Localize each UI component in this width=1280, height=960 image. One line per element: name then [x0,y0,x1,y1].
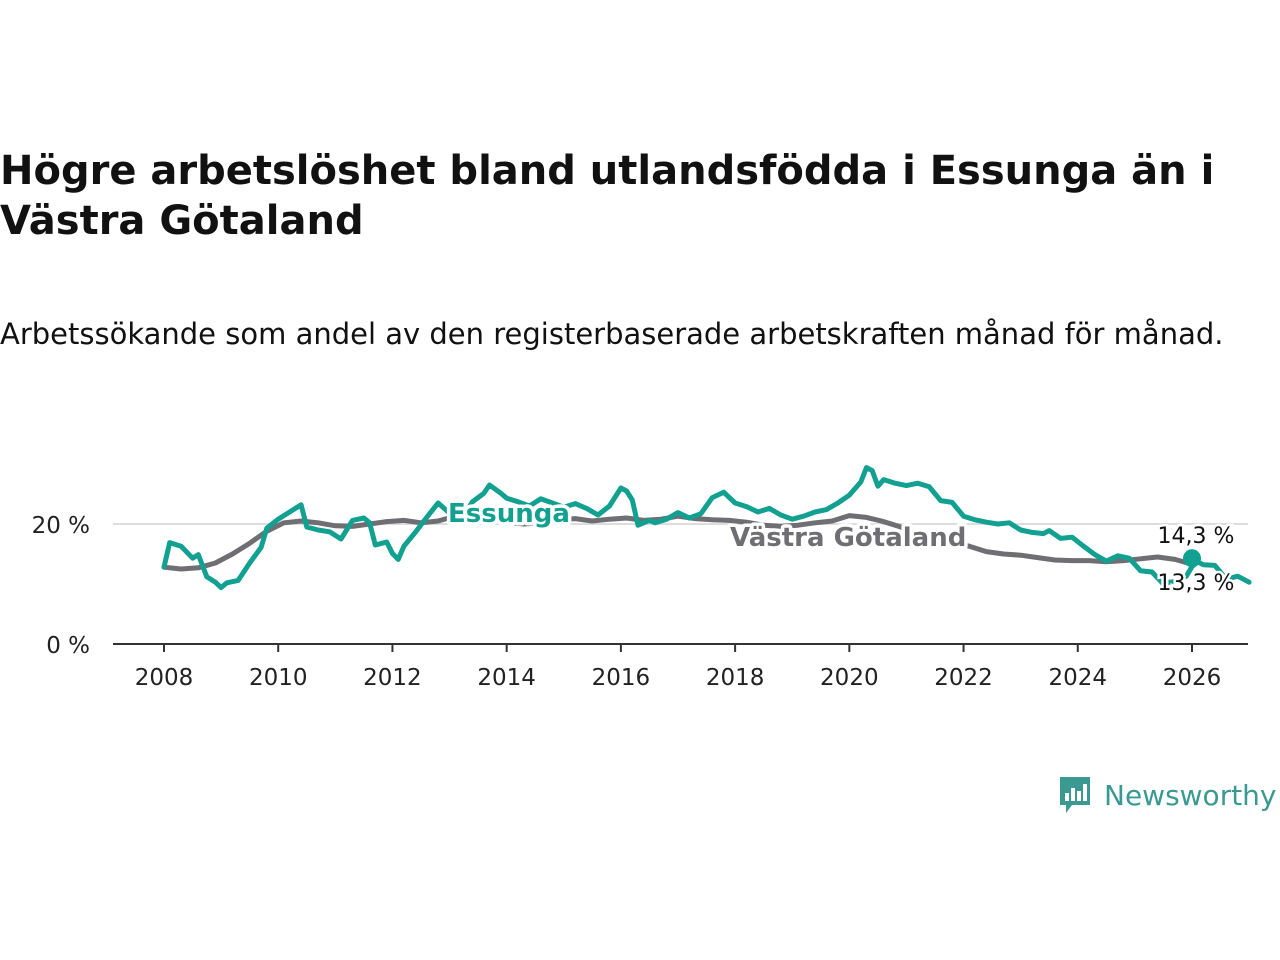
newsworthy-logo-icon [1060,777,1090,813]
series-layer [161,465,1252,591]
series-line-västra-götaland [161,511,1195,572]
chart-title: Högre arbetslöshet bland utlandsfödda i … [0,148,1215,244]
x-tick-label: 2014 [477,665,536,691]
line-chart: 0 % 20 % 2008 2010 2012 2014 2016 2018 2020 2022 2… [32,465,1252,691]
series-line-essunga [161,465,1252,591]
x-tick-label: 2020 [820,665,879,691]
label-layer: Essunga Västra Götaland 14,3 % 13,3 % [445,496,1237,599]
x-tick-label: 2022 [934,665,993,691]
x-tick-label: 2008 [135,665,194,691]
chart-subtitle: Arbetssökande som andel av den registerb… [0,317,1224,351]
x-tick-label: 2010 [249,665,308,691]
x-tick-label: 2018 [706,665,765,691]
series-label-vastra-gotaland: Västra Götaland [730,523,966,553]
end-value-label-vastra-gotaland: 13,3 % [1158,571,1235,596]
x-tick-label: 2016 [592,665,651,691]
end-point-marker [1183,549,1201,568]
y-tick-label: 20 % [32,513,90,539]
end-value-label-essunga: 14,3 % [1158,524,1235,549]
x-tick-label: 2012 [363,665,422,691]
axis-layer: 0 % 20 % 2008 2010 2012 2014 2016 2018 2020 2022 2… [32,513,1248,691]
x-tick-label: 2026 [1163,665,1222,691]
brand-name: Newsworthy [1104,778,1277,812]
brand[interactable]: Newsworthy [1058,772,1277,818]
x-tick-label: 2024 [1049,665,1108,691]
y-tick-label: 0 % [46,633,90,659]
series-label-essunga: Essunga [448,499,570,529]
